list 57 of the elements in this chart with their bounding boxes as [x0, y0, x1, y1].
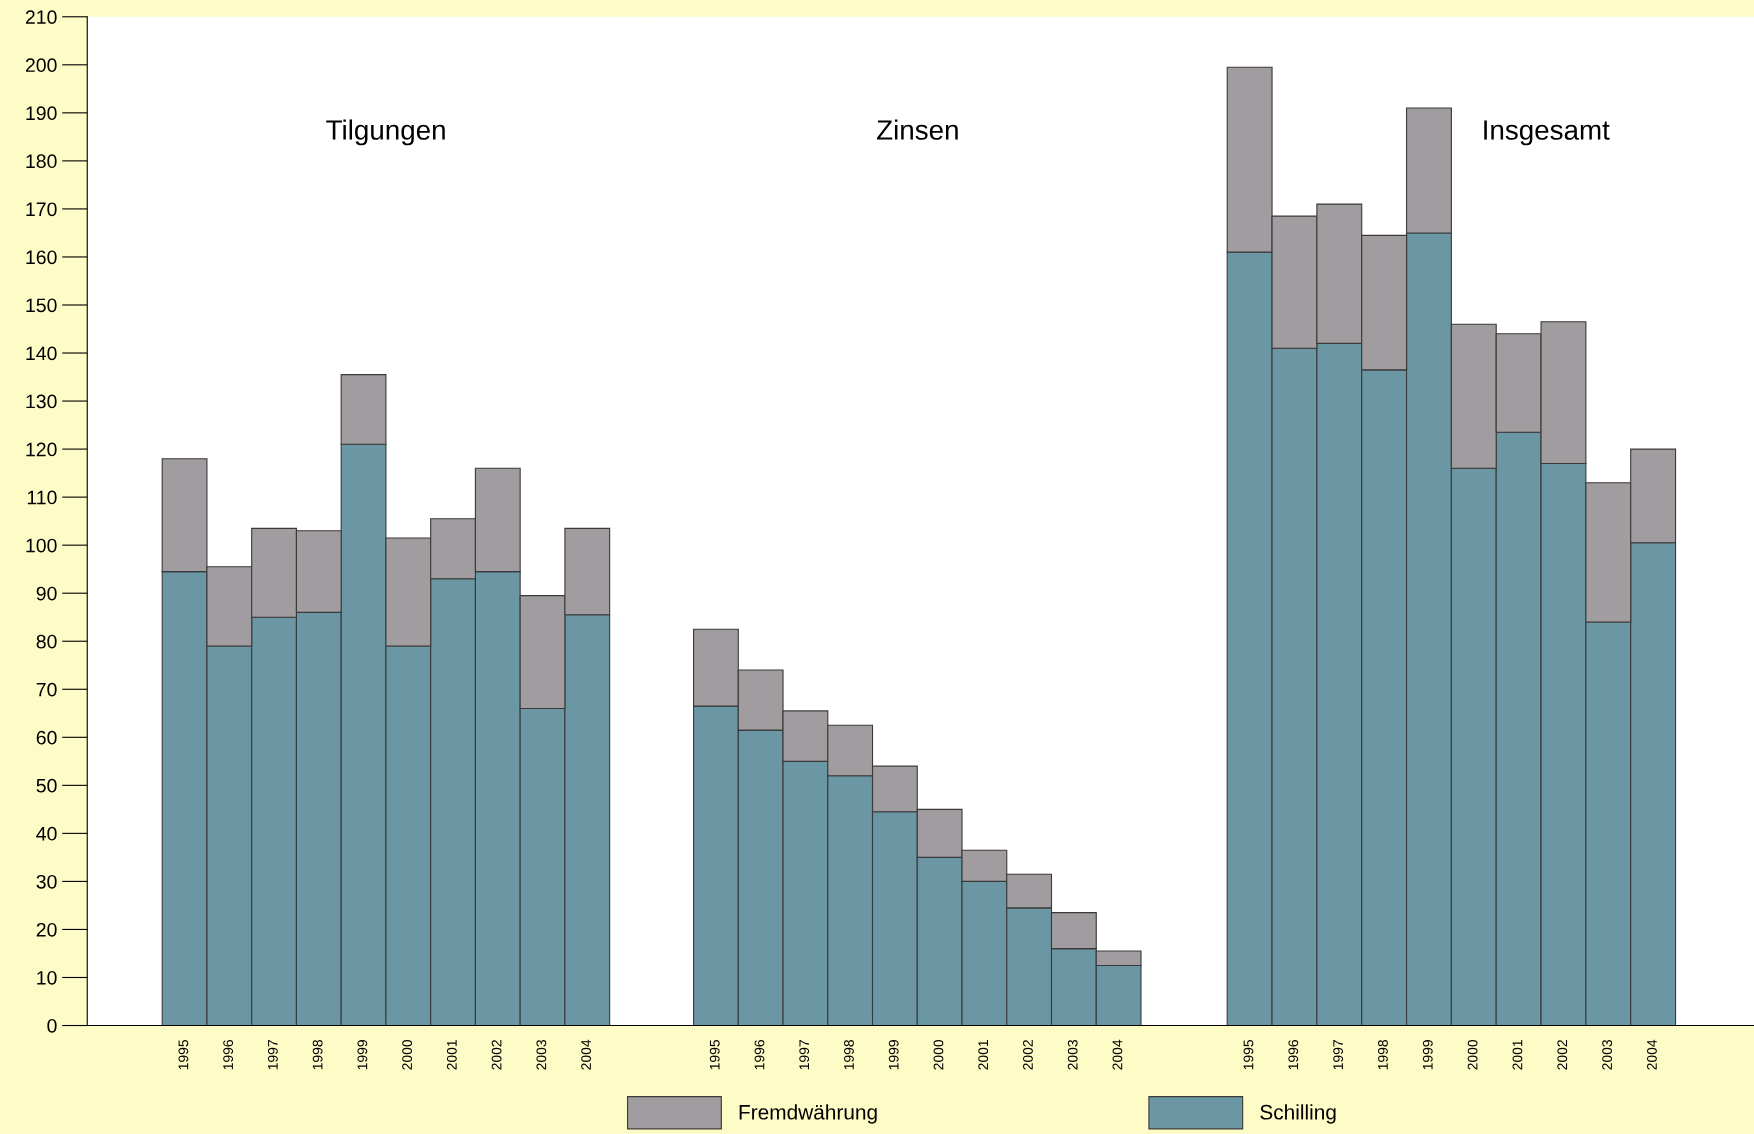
text: Insgesamt [1484, 120, 1610, 146]
y-tick-label: 30 [36, 874, 57, 889]
y-tick-label: 20 [36, 922, 57, 937]
y-tick-label: 170 [26, 202, 57, 217]
y-tick-label: 110 [27, 490, 57, 505]
y-tick-label: 200 [25, 58, 57, 73]
y-tick-label: 80 [36, 634, 57, 649]
x-tick-label: 1998 [844, 1040, 854, 1070]
x-tick-label: 1999 [357, 1040, 368, 1070]
legend-label: Schilling [1260, 1104, 1336, 1124]
y-tick-label: 130 [26, 394, 57, 409]
y-tick-label: 0 [47, 1018, 57, 1033]
y-tick-label: 40 [36, 826, 57, 841]
text: Tilgungen [326, 119, 445, 146]
x-tick-label: 1997 [1333, 1040, 1344, 1070]
y-tick-label: 60 [36, 730, 57, 745]
x-tick-label: 2002 [1023, 1040, 1033, 1070]
x-tick-label: 1997 [267, 1040, 278, 1070]
x-tick-label: 1999 [888, 1040, 899, 1070]
x-tick-label: 2003 [1602, 1040, 1613, 1070]
x-tick-label: 2000 [933, 1039, 944, 1070]
y-tick-label: 100 [26, 538, 57, 553]
y-tick-label: 90 [36, 586, 57, 601]
y-tick-label: 70 [36, 682, 57, 697]
y-tick-label: 150 [26, 298, 57, 313]
x-tick-label: 1995 [1243, 1039, 1254, 1070]
x-tick-label: 2001 [978, 1040, 989, 1070]
legend-label: Fremdwährung [739, 1104, 877, 1124]
y-tick-label: 50 [36, 778, 57, 793]
x-tick-label: 1999 [1422, 1040, 1433, 1070]
x-tick-label: 2000 [402, 1039, 413, 1070]
y-tick-label: 210 [25, 10, 57, 25]
x-tick-label: 1998 [1378, 1040, 1388, 1070]
x-tick-label: 1995 [709, 1039, 720, 1070]
x-tick-label: 1996 [223, 1040, 234, 1070]
x-tick-label: 2003 [1067, 1040, 1078, 1070]
x-tick-label: 2003 [536, 1040, 547, 1070]
x-tick-label: 2004 [1647, 1039, 1657, 1070]
x-tick-label: 2002 [491, 1040, 502, 1070]
x-tick-label: 2001 [1512, 1040, 1523, 1070]
x-tick-label: 2002 [1557, 1040, 1568, 1070]
y-tick-label: 180 [26, 154, 57, 169]
x-tick-label: 1998 [312, 1040, 323, 1070]
x-tick-label: 2004 [1112, 1039, 1123, 1070]
x-tick-label: 1996 [1288, 1040, 1299, 1070]
y-tick-label: 140 [26, 346, 57, 361]
x-tick-label: 1997 [799, 1040, 810, 1070]
x-tick-label: 1995 [178, 1039, 189, 1070]
y-tick-label: 120 [26, 442, 57, 457]
x-tick-label: 2000 [1467, 1039, 1478, 1070]
x-tick-label: 2001 [446, 1040, 457, 1070]
x-tick-label: 1996 [754, 1040, 765, 1070]
y-tick-label: 160 [26, 250, 57, 265]
x-tick-label: 2004 [581, 1039, 592, 1070]
y-tick-label: 10 [37, 970, 57, 985]
text: Zinsen [877, 119, 958, 140]
y-tick-label: 190 [26, 106, 57, 121]
